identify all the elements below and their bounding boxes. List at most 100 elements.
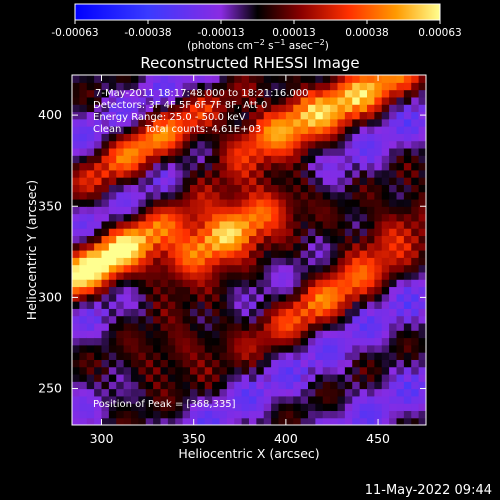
- heatmap-cell: [330, 155, 339, 164]
- heatmap-cell: [367, 395, 375, 404]
- heatmap-cell: [175, 220, 184, 229]
- heatmap-cell: [374, 337, 383, 346]
- heatmap-cell: [374, 235, 383, 244]
- heatmap-cell: [226, 395, 235, 404]
- heatmap-cell: [197, 242, 206, 251]
- heatmap-cell: [271, 264, 280, 273]
- heatmap-cell: [86, 118, 95, 127]
- heatmap-cell: [271, 169, 280, 178]
- heatmap-cell: [94, 147, 103, 156]
- heatmap-cell: [160, 293, 169, 302]
- heatmap-cell: [167, 315, 176, 324]
- heatmap-cell: [315, 366, 324, 375]
- heatmap-cell: [175, 395, 184, 404]
- heatmap-cell: [344, 352, 353, 360]
- heatmap-cell: [72, 403, 80, 412]
- heatmap-cell: [337, 133, 346, 142]
- heatmap-cell: [197, 388, 206, 397]
- heatmap-cell: [190, 213, 198, 222]
- heatmap-cell: [308, 322, 316, 331]
- heatmap-cell: [182, 322, 191, 331]
- heatmap-cell: [337, 191, 346, 200]
- heatmap-cell: [197, 206, 206, 215]
- heatmap-cell: [418, 133, 426, 142]
- heatmap-cell: [315, 373, 324, 382]
- heatmap-cell: [396, 111, 405, 120]
- heatmap-cell: [241, 388, 250, 397]
- heatmap-cell: [226, 235, 235, 244]
- heatmap-cell: [263, 366, 272, 375]
- heatmap-cell: [381, 206, 390, 215]
- heatmap-cell: [204, 118, 213, 127]
- heatmap-cell: [389, 235, 398, 244]
- heatmap-cell: [352, 388, 361, 397]
- heatmap-cell: [153, 388, 162, 397]
- heatmap-cell: [226, 264, 235, 273]
- heatmap-cell: [94, 373, 103, 382]
- heatmap-cell: [293, 206, 302, 215]
- heatmap-cell: [389, 330, 398, 339]
- heatmap-cell: [403, 337, 412, 346]
- heatmap-cell: [160, 417, 169, 425]
- heatmap-cell: [72, 301, 80, 309]
- heatmap-cell: [94, 315, 103, 324]
- heatmap-cell: [278, 118, 287, 127]
- heatmap-cell: [308, 147, 316, 156]
- heatmap-cell: [131, 410, 139, 419]
- heatmap-cell: [116, 337, 125, 346]
- heatmap-cell: [263, 213, 272, 222]
- heatmap-cell: [182, 104, 191, 113]
- heatmap-cell: [212, 257, 221, 266]
- heatmap-cell: [153, 235, 162, 244]
- heatmap-cell: [344, 126, 353, 134]
- heatmap-cell: [131, 373, 139, 382]
- heatmap-cell: [418, 315, 426, 324]
- heatmap-cell: [278, 395, 287, 404]
- heatmap-cell: [271, 257, 280, 266]
- heatmap-cell: [116, 250, 125, 258]
- heatmap-cell: [86, 235, 95, 244]
- heatmap-cell: [72, 177, 80, 185]
- heatmap-cell: [249, 344, 257, 353]
- heatmap-cell: [234, 293, 243, 302]
- heatmap-cell: [197, 220, 206, 229]
- y-axis-label: Heliocentric Y (arcsec): [24, 180, 39, 320]
- heatmap-cell: [271, 104, 280, 113]
- heatmap-cell: [138, 337, 147, 346]
- heatmap-cell: [367, 381, 375, 390]
- heatmap-cell: [389, 198, 398, 207]
- heatmap-cell: [389, 301, 398, 309]
- heatmap-cell: [389, 293, 398, 302]
- heatmap-cell: [344, 337, 353, 346]
- heatmap-cell: [116, 184, 125, 193]
- heatmap-cell: [352, 395, 361, 404]
- heatmap-cell: [234, 271, 243, 280]
- heatmap-cell: [138, 206, 147, 215]
- heatmap-cell: [101, 133, 110, 142]
- heatmap-cell: [293, 315, 302, 324]
- heatmap-cell: [241, 352, 250, 360]
- heatmap-cell: [175, 155, 184, 164]
- heatmap-cell: [204, 308, 213, 317]
- heatmap-cell: [249, 82, 257, 91]
- heatmap-cell: [337, 206, 346, 215]
- heatmap-cell: [411, 118, 420, 127]
- heatmap-cell: [138, 344, 147, 353]
- heatmap-cell: [131, 257, 139, 266]
- heatmap-cell: [79, 264, 88, 273]
- heatmap-cell: [389, 133, 398, 142]
- heatmap-cell: [219, 220, 228, 229]
- heatmap-cell: [418, 410, 426, 419]
- heatmap-cell: [337, 118, 346, 127]
- heatmap-cell: [256, 395, 265, 404]
- heatmap-cell: [167, 228, 176, 237]
- heatmap-cell: [308, 140, 316, 149]
- heatmap-cell: [411, 301, 420, 309]
- heatmap-cell: [86, 89, 95, 98]
- heatmap-cell: [190, 104, 198, 113]
- heatmap-cell: [175, 293, 184, 302]
- heatmap-cell: [330, 322, 339, 331]
- heatmap-cell: [153, 213, 162, 222]
- heatmap-cell: [344, 301, 353, 309]
